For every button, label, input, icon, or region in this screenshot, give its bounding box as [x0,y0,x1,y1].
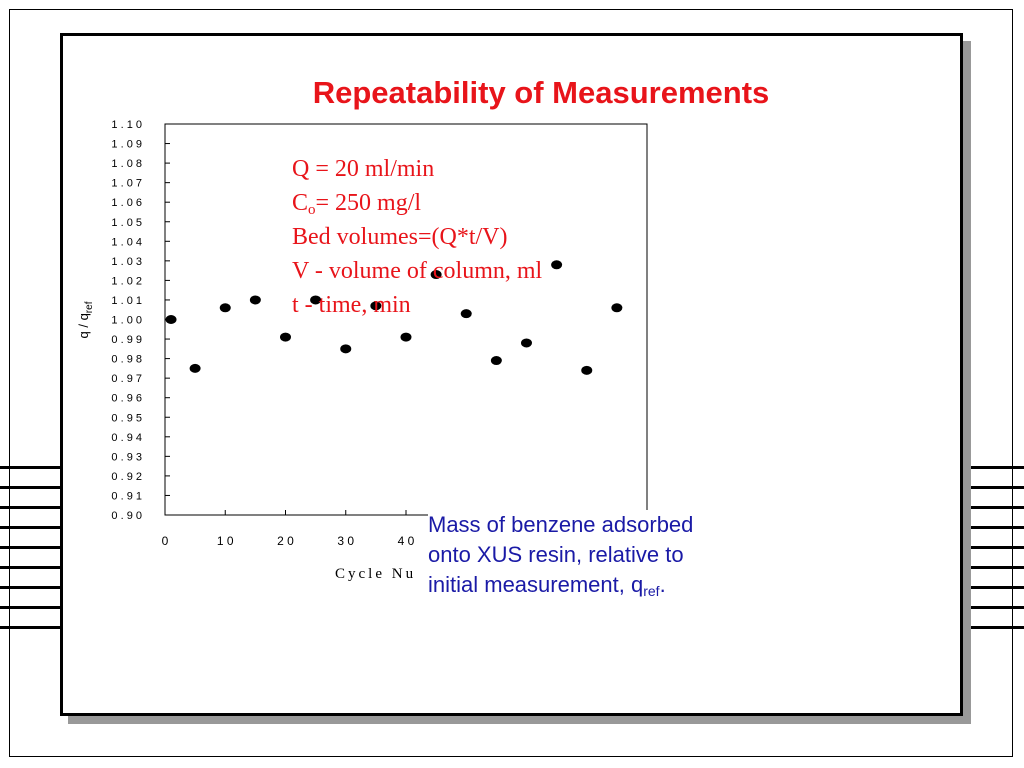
data-point [280,332,291,342]
y-tick-label: 1 . 0 0 [111,315,142,327]
y-tick-label: 1 . 0 8 [111,158,142,170]
y-tick-label: 1 . 1 0 [111,119,142,131]
x-axis-label: Cycle Nu [335,566,416,582]
x-tick-label: 1 0 [217,534,234,548]
param-bed-volumes: Bed volumes=(Q*t/V) [292,224,508,250]
y-tick-label: 1 . 0 5 [111,217,142,229]
caption-line-3: initial measurement, qref. [428,570,748,600]
x-tick-label: 4 0 [398,534,415,548]
data-point [370,301,382,311]
slide-title: Repeatability of Measurements [312,75,770,110]
caption-subscript: ref [643,583,660,599]
param-column-volume: V - volume of column, ml [292,258,543,284]
slide-panel [60,33,963,716]
y-tick-label: 0 . 9 5 [111,412,142,424]
y-tick-label: 0 . 9 7 [111,373,142,385]
y-tick-label: 0 . 9 1 [111,490,142,502]
param-time: t - time, min [292,292,411,318]
y-tick-label: 0 . 9 6 [111,393,142,405]
data-point [219,303,231,313]
y-tick-label: 0 . 9 8 [111,354,142,366]
y-tick-label: 1 . 0 9 [111,139,142,151]
y-tick-label: 0 . 9 4 [111,432,142,444]
param-concentration-symbol: C [292,190,309,216]
data-point [165,315,177,324]
data-point [249,295,261,305]
left-stripe-decoration [0,466,62,646]
caption-line-1: Mass of benzene adsorbed [428,512,694,537]
param-concentration-subscript: o [308,202,316,218]
outer-frame [9,9,1013,757]
parameters-block: Q = 20 ml/min Co= 250 mg/l Bed volumes=(… [292,152,542,322]
data-point [430,270,442,280]
caption-line-2: onto XUS resin, relative to [428,542,684,567]
y-tick-label: 1 . 0 1 [111,295,142,307]
y-axis-label-main: q / q [76,313,91,338]
data-point [490,356,502,366]
y-tick-label: 1 . 0 6 [111,197,142,209]
data-point [310,295,322,305]
x-tick-label: 3 0 [337,534,354,548]
y-tick-label: 0 . 9 3 [111,451,142,463]
param-concentration-value: = 250 mg/l [315,190,422,216]
y-axis-label: q / qref [76,301,95,338]
param-flow-rate: Q = 20 ml/min [292,156,435,182]
data-point [340,344,352,354]
caption-line-3-text: initial measurement, q [428,572,644,597]
y-axis-label-subscript: ref [84,301,95,313]
data-point [551,260,563,270]
caption-period: . [659,572,666,597]
y-tick-label: 0 . 9 2 [111,471,142,483]
right-stripe-decoration [962,466,1024,646]
data-point [460,309,472,319]
x-tick-label: 0 [162,534,169,548]
x-tick-label: 2 0 [277,534,294,548]
data-point [611,303,623,313]
y-tick-label: 0 . 9 9 [111,334,142,346]
y-tick-label: 1 . 0 7 [111,178,142,190]
y-tick-label: 1 . 0 2 [111,275,142,287]
param-concentration: Co= 250 mg/l [292,186,542,220]
y-tick-label: 1 . 0 3 [111,256,142,268]
data-point [581,365,593,375]
y-tick-label: 1 . 0 4 [111,236,142,248]
data-point [521,338,532,348]
data-point [400,332,412,342]
y-tick-label: 0 . 9 0 [111,510,142,522]
chart-caption: Mass of benzene adsorbed onto XUS resin,… [428,510,748,600]
data-point [189,363,201,373]
